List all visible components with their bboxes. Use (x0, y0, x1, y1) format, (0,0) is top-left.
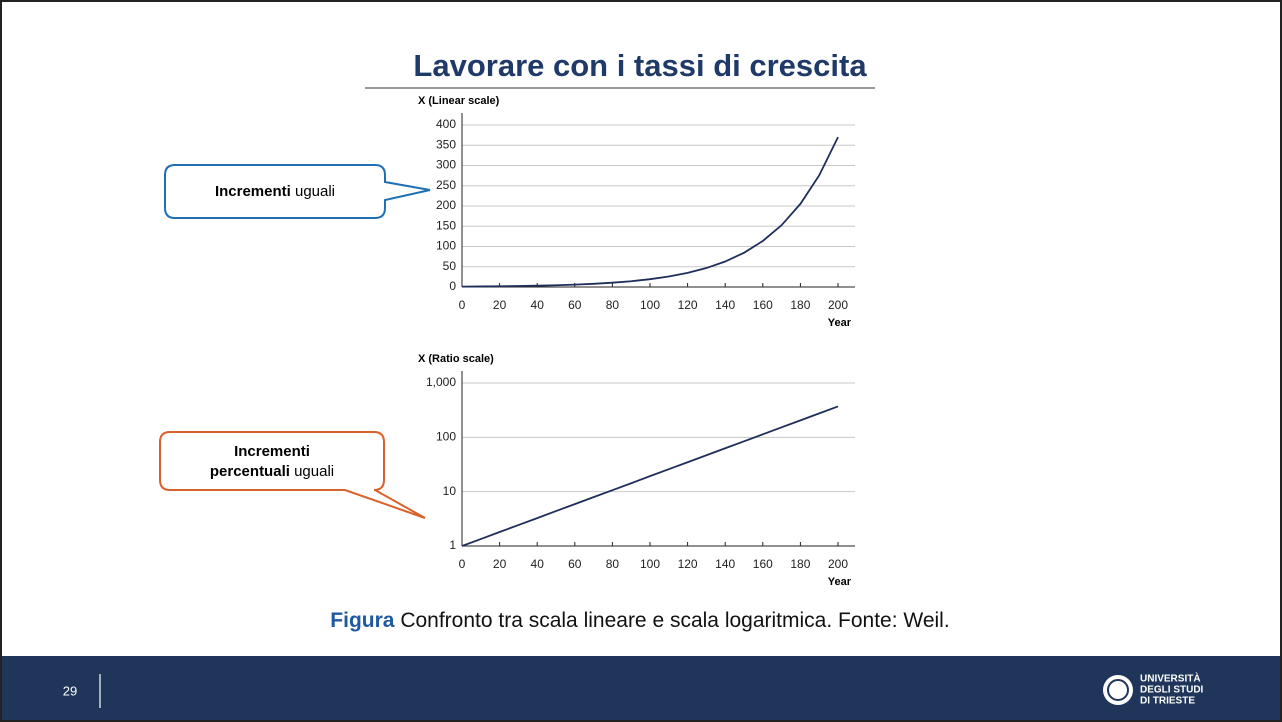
y-tick-label: 200 (436, 198, 456, 212)
callout-bold: percentuali (210, 463, 290, 480)
x-tick-label: 60 (568, 557, 582, 571)
y-tick-label: 150 (436, 218, 456, 232)
x-tick-label: 0 (459, 557, 466, 571)
slide-title: Lavorare con i tassi di crescita (413, 48, 867, 83)
x-tick-label: 80 (606, 298, 620, 312)
y-tick-label: 350 (436, 137, 456, 151)
x-tick-label: 180 (790, 557, 810, 571)
y-tick-label: 100 (436, 239, 456, 253)
x-tick-label: 120 (678, 557, 698, 571)
callout-rest: uguali (295, 183, 335, 200)
callout-bold: Incrementi (215, 183, 291, 200)
y-tick-label: 1 (449, 538, 456, 552)
y-axis-title: X (Linear scale) (418, 95, 500, 107)
x-tick-label: 100 (640, 557, 660, 571)
x-tick-label: 60 (568, 298, 582, 312)
y-tick-label: 10 (443, 484, 457, 498)
caption-text: Confronto tra scala lineare e scala loga… (400, 609, 949, 632)
y-tick-label: 100 (436, 430, 456, 444)
x-tick-label: 120 (678, 298, 698, 312)
callout-bold: Incrementi (234, 443, 310, 460)
logo-text: DI TRIESTE (1140, 696, 1195, 707)
y-tick-label: 300 (436, 158, 456, 172)
callout-rest: uguali (294, 463, 334, 480)
y-tick-label: 250 (436, 178, 456, 192)
x-tick-label: 20 (493, 298, 507, 312)
y-axis-title: X (Ratio scale) (418, 353, 494, 365)
logo-text: UNIVERSITÀ (1140, 672, 1201, 685)
x-tick-label: 160 (753, 298, 773, 312)
y-tick-label: 50 (443, 259, 457, 273)
x-tick-label: 200 (828, 298, 848, 312)
callout-text: percentuali uguali (210, 463, 334, 480)
page-number: 29 (63, 683, 77, 698)
x-tick-label: 140 (715, 557, 735, 571)
x-tick-label: 40 (531, 298, 545, 312)
y-tick-label: 1,000 (426, 375, 456, 389)
y-tick-label: 0 (449, 279, 456, 293)
x-axis-title: Year (828, 317, 852, 329)
x-tick-label: 160 (753, 557, 773, 571)
x-axis-title: Year (828, 576, 852, 588)
x-tick-label: 80 (606, 557, 620, 571)
slide: Lavorare con i tassi di crescita Increme… (0, 0, 1282, 722)
logo-text: DEGLI STUDI (1140, 685, 1204, 696)
x-tick-label: 200 (828, 557, 848, 571)
x-tick-label: 140 (715, 298, 735, 312)
x-tick-label: 0 (459, 298, 466, 312)
y-tick-label: 400 (436, 117, 456, 131)
x-tick-label: 40 (531, 557, 545, 571)
caption: Figura Confronto tra scala lineare e sca… (330, 609, 949, 632)
callout-text: Incrementi uguali (215, 183, 335, 200)
x-tick-label: 20 (493, 557, 507, 571)
caption-label: Figura (330, 609, 394, 632)
footer-band (2, 656, 1280, 720)
x-tick-label: 100 (640, 298, 660, 312)
x-tick-label: 180 (790, 298, 810, 312)
